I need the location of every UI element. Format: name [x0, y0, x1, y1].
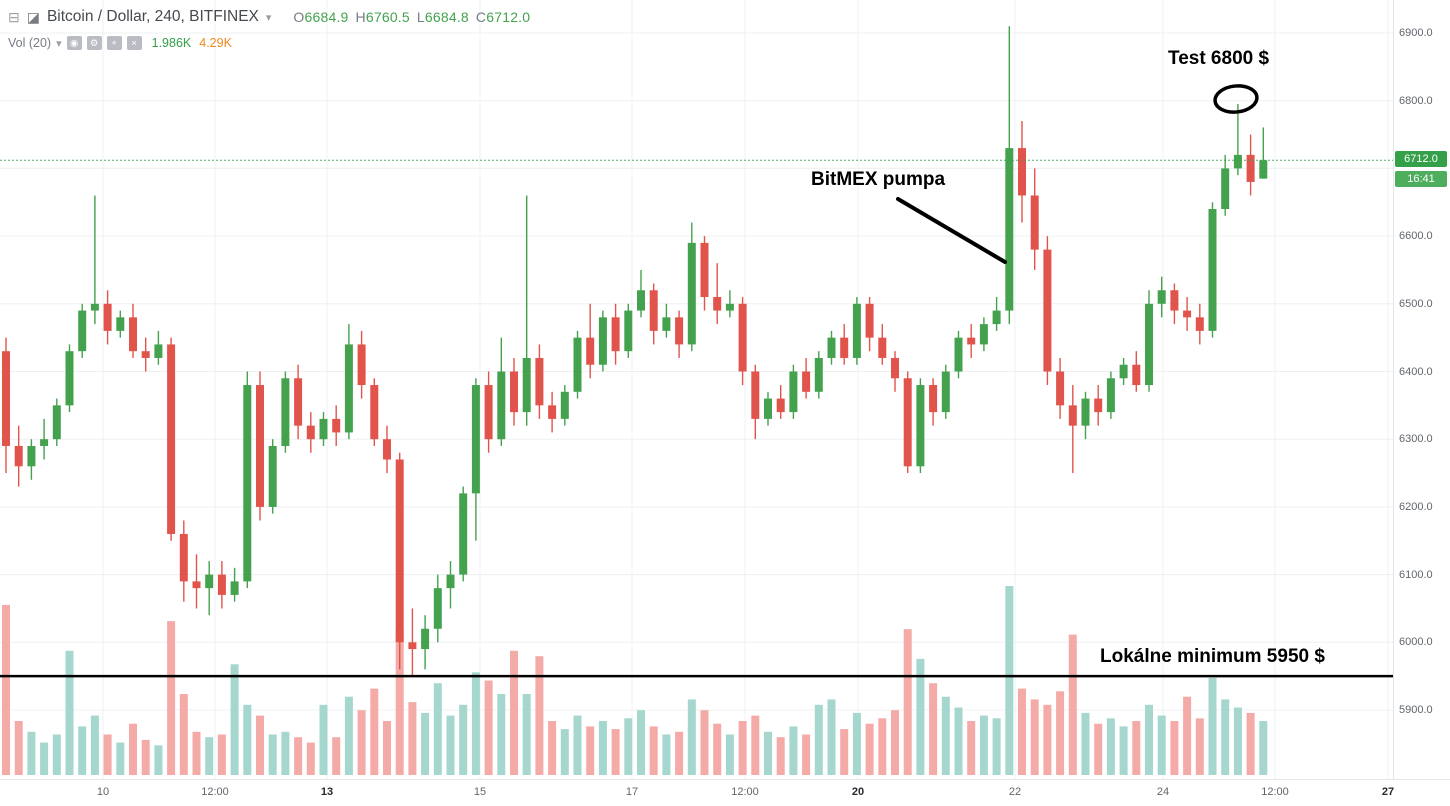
chevron-down-icon[interactable]: ▾	[56, 37, 62, 50]
price-axis-label: 6900.0	[1399, 27, 1433, 39]
countdown-badge: 16:41	[1395, 171, 1447, 188]
time-axis-label: 24	[1156, 786, 1170, 798]
price-axis-label: 6600.0	[1399, 230, 1433, 243]
price-axis-label: 6500.0	[1399, 297, 1433, 310]
price-axis[interactable]: 6712.0 16:41 6900.0 6800.0 6600.0 6500.0 640…	[1393, 0, 1450, 780]
time-axis-label: 20	[851, 786, 865, 798]
plus-icon[interactable]: +	[106, 36, 122, 50]
price-axis-label: 6400.0	[1399, 365, 1433, 378]
high-value: 6760.5	[365, 9, 410, 25]
time-axis-label: 13	[320, 786, 334, 798]
time-axis-label: 12:00	[731, 786, 759, 798]
eye-icon[interactable]: ◉	[66, 36, 82, 50]
close-label: C	[475, 9, 487, 25]
price-axis-label: 6300.0	[1399, 433, 1433, 446]
time-axis-label: 12:00	[1261, 786, 1289, 798]
open-value: 6684.9	[304, 9, 349, 25]
time-axis[interactable]: 10 12:00 13 15 17 12:00 20 22 24 12:00 27	[0, 779, 1450, 806]
open-label: O	[293, 9, 305, 25]
volume-indicator-label[interactable]: Vol (20)	[8, 36, 52, 50]
symbol-legend: ⊟ ◪ Bitcoin / Dollar, 240, BITFINEX ▾ O6…	[8, 8, 530, 26]
price-axis-label: 6000.0	[1399, 636, 1433, 649]
close-value: 6712.0	[486, 9, 531, 25]
annotation-test-6800[interactable]: Test 6800 $	[1168, 48, 1270, 69]
volume-indicator-legend: Vol (20) ▾ ◉ ⚙ + × 1.986K 4.29K	[8, 36, 232, 50]
symbol-title[interactable]: Bitcoin / Dollar, 240, BITFINEX	[46, 8, 259, 25]
price-axis-label: 6100.0	[1399, 568, 1433, 581]
last-price-badge: 6712.0	[1395, 151, 1447, 168]
price-axis-label: 6200.0	[1399, 500, 1433, 513]
time-axis-label: 12:00	[201, 786, 229, 798]
test-6800-circle[interactable]	[1213, 84, 1259, 114]
chevron-down-icon[interactable]: ▾	[265, 11, 272, 24]
grid-lines	[0, 0, 1393, 779]
price-axis-label: 6800.0	[1399, 94, 1433, 107]
gear-icon[interactable]: ⚙	[86, 36, 102, 50]
time-axis-label: 17	[625, 786, 639, 798]
volume-bars	[2, 586, 1268, 775]
annotation-lokalne-minimum[interactable]: Lokálne minimum 5950 $	[1100, 646, 1325, 667]
low-label: L	[416, 9, 425, 25]
low-value: 6684.8	[424, 9, 469, 25]
candles-layer	[2, 26, 1268, 677]
time-axis-label: 27	[1381, 786, 1395, 798]
price-axis-label: 5900.0	[1399, 704, 1433, 716]
annotation-bitmex-pumpa[interactable]: BitMEX pumpa	[811, 169, 946, 190]
volume-ma-value: 4.29K	[199, 36, 232, 50]
high-label: H	[355, 9, 366, 25]
time-axis-label: 15	[473, 786, 487, 798]
close-icon[interactable]: ×	[126, 36, 142, 50]
bitmex-pointer-line[interactable]	[896, 197, 1007, 264]
collapse-icon[interactable]: ⊟	[8, 9, 20, 25]
time-axis-label: 10	[96, 786, 110, 798]
time-axis-label: 22	[1008, 786, 1022, 798]
chart-thumbnail-icon[interactable]: ◪	[26, 9, 40, 25]
ohlc-values: O6684.9 H6760.5 L6684.8 C6712.0	[286, 9, 530, 25]
volume-value: 1.986K	[151, 36, 192, 50]
